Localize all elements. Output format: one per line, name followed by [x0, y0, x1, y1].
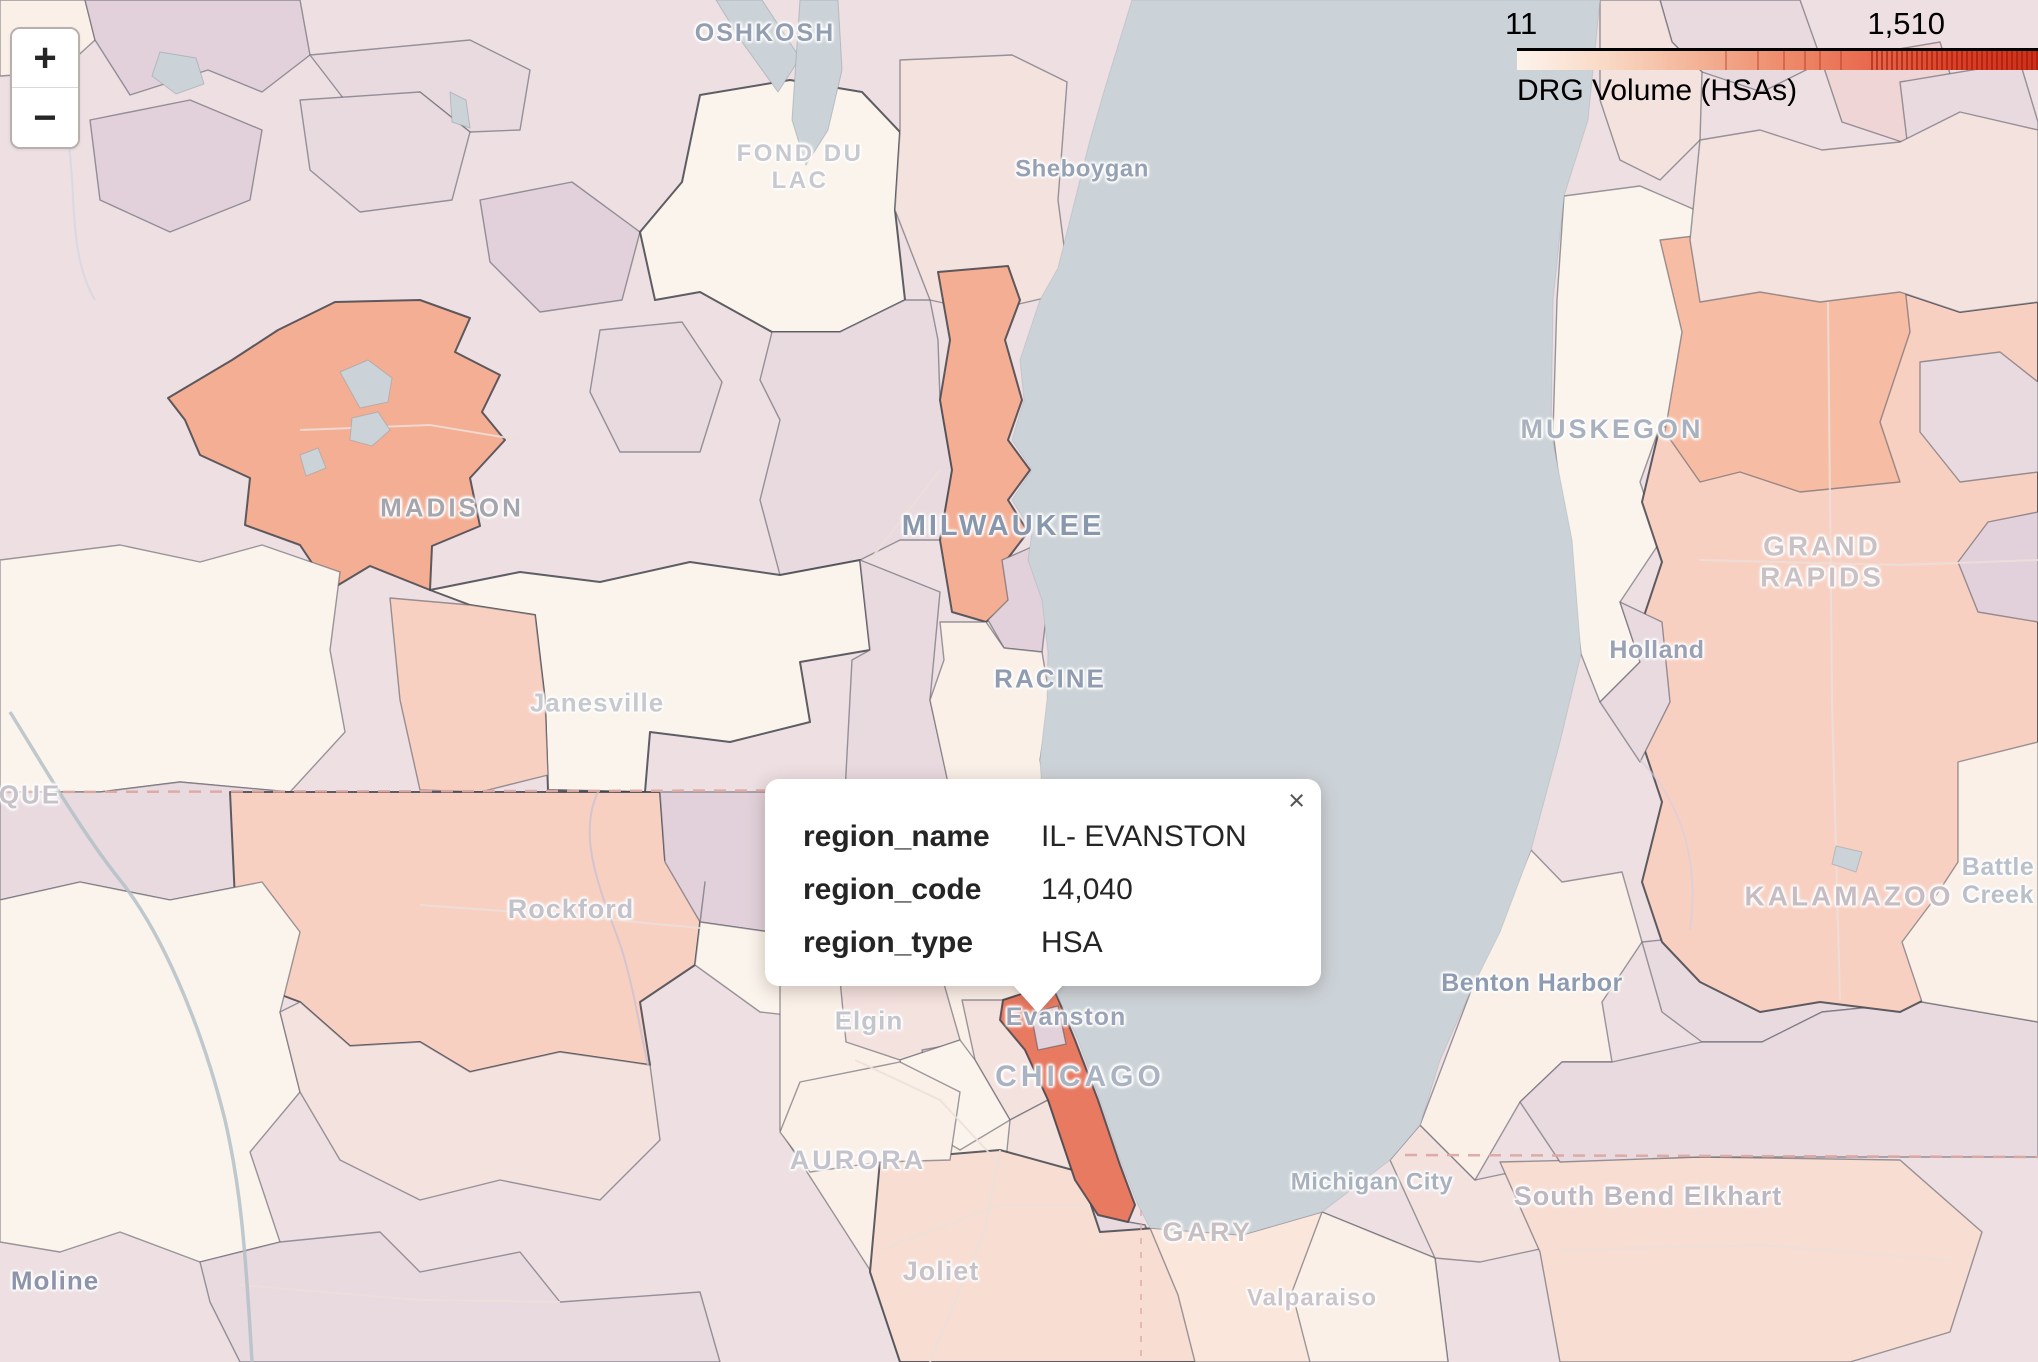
tooltip-field-value: HSA	[1041, 925, 1103, 959]
hsa-region[interactable]	[894, 54, 1071, 313]
hsa-region[interactable]	[389, 597, 549, 793]
hsa-region[interactable]	[1499, 1156, 1983, 1362]
hsa-region[interactable]	[779, 1061, 961, 1173]
close-icon[interactable]: ×	[1288, 785, 1305, 817]
tooltip-field-label: region_code	[803, 872, 982, 906]
tooltip-field-label: region_name	[803, 819, 990, 853]
hsa-region[interactable]	[89, 99, 263, 233]
tooltip-row: region_type HSA	[803, 916, 1297, 969]
tooltip-rows: region_name IL- EVANSTON region_code 14,…	[765, 779, 1321, 969]
region-tooltip: × region_name IL- EVANSTON region_code 1…	[765, 779, 1321, 986]
tooltip-field-value: IL- EVANSTON	[1041, 819, 1247, 853]
hsa-region[interactable]	[999, 983, 1136, 1223]
hsa-region[interactable]	[759, 299, 953, 576]
hsa-region[interactable]	[0, 881, 301, 1263]
hsa-region[interactable]	[479, 181, 641, 313]
hsa-region[interactable]	[299, 91, 471, 213]
hsa-region[interactable]	[279, 1001, 661, 1201]
hsa-region[interactable]	[167, 299, 506, 591]
zoom-control: + −	[10, 27, 80, 149]
hsa-region[interactable]	[589, 321, 723, 453]
zoom-out-button[interactable]: −	[12, 88, 78, 147]
hsa-region[interactable]	[1901, 741, 2038, 1023]
hsa-region[interactable]	[84, 0, 311, 96]
hsa-region[interactable]	[937, 265, 1031, 623]
zoom-in-button[interactable]: +	[12, 29, 78, 88]
tooltip-field-label: region_type	[803, 925, 974, 959]
tooltip-row: region_code 14,040	[803, 863, 1297, 916]
tooltip-row: region_name IL- EVANSTON	[803, 810, 1297, 863]
hsa-region[interactable]	[1599, 601, 1671, 763]
hsa-region[interactable]	[1957, 511, 2038, 623]
hsa-region[interactable]	[1919, 351, 2038, 483]
tooltip-field-value: 14,040	[1041, 872, 1133, 906]
hsa-region[interactable]	[1389, 1124, 1573, 1263]
hsa-region[interactable]	[0, 544, 346, 793]
hsa-region[interactable]	[1689, 111, 2038, 313]
hsa-region[interactable]	[1291, 1211, 1449, 1362]
